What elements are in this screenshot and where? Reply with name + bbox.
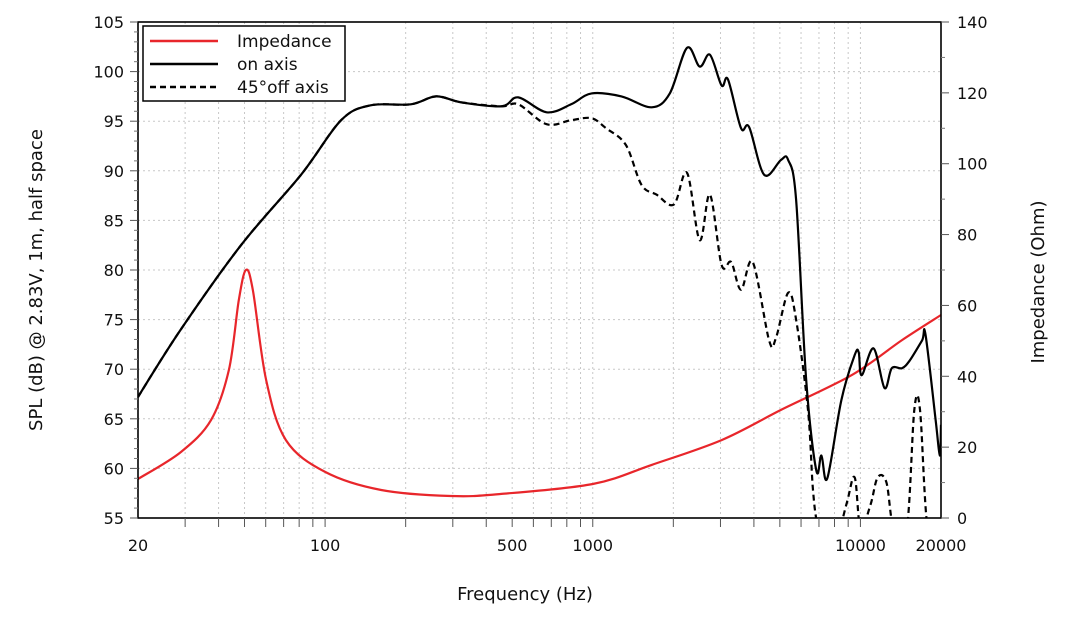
y2-tick-label: 40 xyxy=(957,367,977,386)
y-tick-label: 70 xyxy=(104,360,124,379)
legend-label-impedance: Impedance xyxy=(237,32,332,52)
y2-tick-label: 120 xyxy=(957,84,988,103)
y-tick-label: 65 xyxy=(104,410,124,429)
y-tick-label: 55 xyxy=(104,509,124,528)
ticks: 55 60 65 70 75 80 85 90 95 100 105 0 20 40 60 80 100 120 1… xyxy=(93,13,987,555)
x-tick-label: 1000 xyxy=(572,536,613,555)
y-tick-label: 100 xyxy=(93,63,124,82)
y2-tick-label: 140 xyxy=(957,13,988,32)
x-tick-label: 100 xyxy=(310,536,341,555)
x-tick-label: 10000 xyxy=(835,536,886,555)
x-tick-label: 500 xyxy=(497,536,528,555)
x-axis-label: Frequency (Hz) xyxy=(457,584,593,605)
y2-tick-label: 100 xyxy=(957,155,988,174)
legend-label-off-axis: 45°off axis xyxy=(237,78,329,98)
series-line-impedance xyxy=(138,268,941,498)
y-tick-label: 60 xyxy=(104,459,124,478)
x-tick-label: 20 xyxy=(128,536,148,555)
y-tick-label: 75 xyxy=(104,311,124,330)
x-tick-label: 20000 xyxy=(916,536,967,555)
legend-box xyxy=(142,25,346,102)
y2-tick-label: 20 xyxy=(957,438,977,457)
y2-tick-label: 60 xyxy=(957,296,977,315)
y-tick-label: 105 xyxy=(93,13,124,32)
series-group xyxy=(138,46,941,518)
y-axis-label: SPL (dB) @ 2.83V, 1m, half space xyxy=(26,129,47,431)
y2-tick-label: 80 xyxy=(957,226,977,245)
y-tick-label: 85 xyxy=(104,211,124,230)
y2-axis-label: Impedance (Ohm) xyxy=(1028,200,1049,363)
y-tick-label: 90 xyxy=(104,162,124,181)
legend: Impedance on axis 45°off axis xyxy=(142,25,346,102)
y-tick-label: 80 xyxy=(104,261,124,280)
series-line-off-axis-45 xyxy=(138,95,928,518)
y2-tick-label: 0 xyxy=(957,509,967,528)
series-line-on-axis xyxy=(138,46,941,482)
y-tick-label: 95 xyxy=(104,112,124,131)
legend-label-on-axis: on axis xyxy=(237,55,298,75)
